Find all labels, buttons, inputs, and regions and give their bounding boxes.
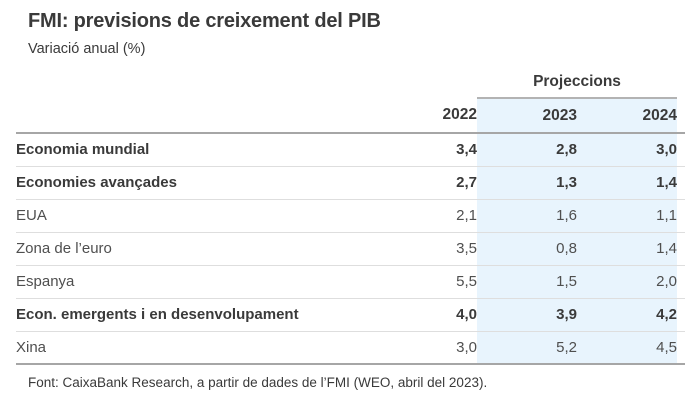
projections-right-pad [677, 68, 685, 98]
gdp-table: Projeccions 2022 2023 2024 Economia mund… [16, 68, 685, 365]
table-row: EUA 2,1 1,6 1,1 [16, 198, 685, 232]
row-right-pad [677, 165, 685, 199]
label-column-header [16, 98, 390, 134]
projections-header: Projeccions [477, 68, 677, 99]
row-label: Xina [16, 330, 390, 365]
table-row: Espanya 5,5 1,5 2,0 [16, 264, 685, 298]
row-right-pad [677, 297, 685, 331]
year-column-header-2024: 2024 [577, 98, 677, 134]
year-header-right-pad [677, 98, 685, 134]
row-value: 4,2 [577, 297, 677, 331]
table-row: Zona de l’euro 3,5 0,8 1,4 [16, 231, 685, 265]
row-value: 5,2 [477, 330, 577, 365]
year-header-row: 2022 2023 2024 [16, 98, 685, 134]
page-title: FMI: previsions de creixement del PIB [28, 10, 381, 32]
row-value: 0,8 [477, 231, 577, 265]
row-label: Espanya [16, 264, 390, 298]
projections-spacer [16, 68, 477, 98]
year-column-header-2023: 2023 [477, 98, 577, 134]
row-value: 3,5 [390, 231, 477, 265]
row-value: 2,1 [390, 198, 477, 232]
row-value: 3,4 [390, 132, 477, 166]
row-right-pad [677, 231, 685, 265]
row-right-pad [677, 264, 685, 298]
source-note: Font: CaixaBank Research, a partir de da… [28, 375, 488, 390]
row-right-pad [677, 132, 685, 166]
row-label: Zona de l’euro [16, 231, 390, 265]
table-row: Xina 3,0 5,2 4,5 [16, 330, 685, 365]
page-subtitle: Variació anual (%) [28, 41, 146, 57]
table-row: Economia mundial 3,4 2,8 3,0 [16, 132, 685, 166]
row-label: Economies avançades [16, 165, 390, 199]
table-row: Econ. emergents i en desenvolupament 4,0… [16, 297, 685, 331]
row-value: 1,4 [577, 231, 677, 265]
row-label: Economia mundial [16, 132, 390, 166]
row-right-pad [677, 330, 685, 365]
row-value: 1,4 [577, 165, 677, 199]
row-value: 3,9 [477, 297, 577, 331]
row-value: 3,0 [390, 330, 477, 365]
row-value: 2,0 [577, 264, 677, 298]
row-value: 1,6 [477, 198, 577, 232]
projections-header-row: Projeccions [16, 68, 685, 99]
row-value: 4,0 [390, 297, 477, 331]
row-value: 2,7 [390, 165, 477, 199]
row-label: Econ. emergents i en desenvolupament [16, 297, 390, 331]
row-value: 1,3 [477, 165, 577, 199]
row-label: EUA [16, 198, 390, 232]
row-value: 1,5 [477, 264, 577, 298]
row-value: 1,1 [577, 198, 677, 232]
row-value: 5,5 [390, 264, 477, 298]
year-column-header-2022: 2022 [390, 98, 477, 134]
table-body: Economia mundial 3,4 2,8 3,0 Economies a… [16, 132, 685, 365]
row-value: 2,8 [477, 132, 577, 166]
row-value: 4,5 [577, 330, 677, 365]
table-row: Economies avançades 2,7 1,3 1,4 [16, 165, 685, 199]
row-right-pad [677, 198, 685, 232]
row-value: 3,0 [577, 132, 677, 166]
